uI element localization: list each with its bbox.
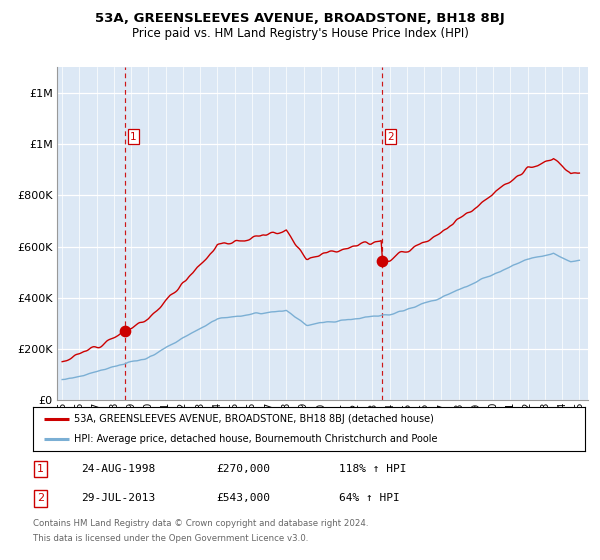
Point [120,326,130,335]
Text: £543,000: £543,000 [216,493,270,503]
Text: This data is licensed under the Open Government Licence v3.0.: This data is licensed under the Open Gov… [33,534,308,543]
Text: 2: 2 [37,493,44,503]
Text: Contains HM Land Registry data © Crown copyright and database right 2024.: Contains HM Land Registry data © Crown c… [33,519,368,528]
Text: 118% ↑ HPI: 118% ↑ HPI [339,464,407,474]
Text: 1: 1 [37,464,44,474]
Text: 53A, GREENSLEEVES AVENUE, BROADSTONE, BH18 8BJ: 53A, GREENSLEEVES AVENUE, BROADSTONE, BH… [95,12,505,25]
Text: Price paid vs. HM Land Registry's House Price Index (HPI): Price paid vs. HM Land Registry's House … [131,27,469,40]
Point [377,256,387,265]
Text: 64% ↑ HPI: 64% ↑ HPI [339,493,400,503]
Text: 29-JUL-2013: 29-JUL-2013 [81,493,155,503]
Text: HPI: Average price, detached house, Bournemouth Christchurch and Poole: HPI: Average price, detached house, Bour… [74,434,438,444]
Text: 53A, GREENSLEEVES AVENUE, BROADSTONE, BH18 8BJ (detached house): 53A, GREENSLEEVES AVENUE, BROADSTONE, BH… [74,414,434,424]
Text: £270,000: £270,000 [216,464,270,474]
Text: 24-AUG-1998: 24-AUG-1998 [81,464,155,474]
Text: 2: 2 [388,132,394,142]
Text: 1: 1 [130,132,137,142]
